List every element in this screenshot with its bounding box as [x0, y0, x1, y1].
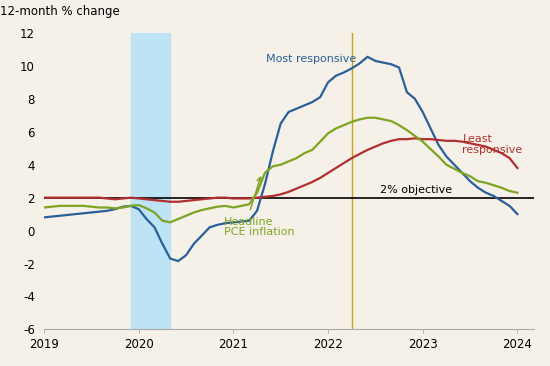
- Text: Least: Least: [463, 134, 492, 144]
- Text: Most responsive: Most responsive: [267, 54, 357, 64]
- Text: Headline: Headline: [224, 217, 273, 227]
- Bar: [131, 33, 170, 329]
- Text: responsive: responsive: [463, 145, 522, 155]
- Text: 12-month % change: 12-month % change: [0, 5, 120, 18]
- Text: PCE inflation: PCE inflation: [224, 227, 294, 237]
- Text: 2% objective: 2% objective: [380, 185, 452, 195]
